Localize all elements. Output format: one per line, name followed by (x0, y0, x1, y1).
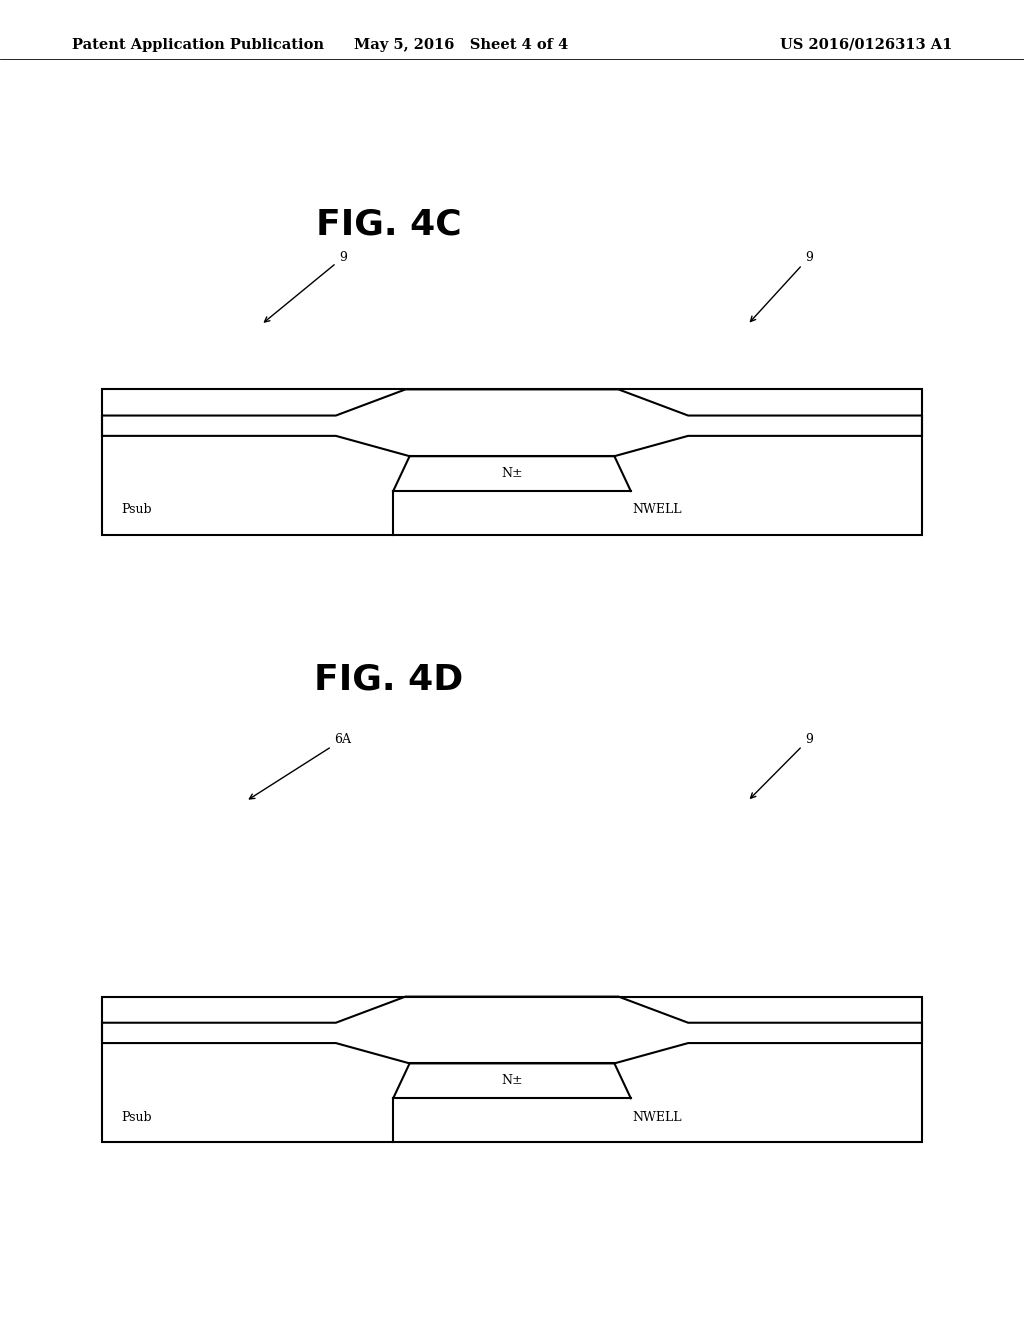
Text: FIG. 4C: FIG. 4C (316, 207, 462, 242)
Text: NWELL: NWELL (633, 503, 682, 516)
Text: N±: N± (501, 467, 523, 480)
Bar (102, 389, 922, 535)
Text: FIG. 4D: FIG. 4D (314, 663, 464, 697)
Text: N±: N± (501, 1074, 523, 1088)
Text: 9: 9 (264, 251, 347, 322)
Text: US 2016/0126313 A1: US 2016/0126313 A1 (780, 38, 952, 51)
Text: Patent Application Publication: Patent Application Publication (72, 38, 324, 51)
Text: May 5, 2016   Sheet 4 of 4: May 5, 2016 Sheet 4 of 4 (353, 38, 568, 51)
Text: Psub: Psub (121, 503, 152, 516)
Text: 9: 9 (751, 251, 813, 322)
Bar (102, 997, 922, 1142)
Text: Psub: Psub (121, 1110, 152, 1123)
Text: 9: 9 (751, 733, 813, 799)
Text: NWELL: NWELL (633, 1110, 682, 1123)
Text: 6A: 6A (250, 733, 351, 799)
